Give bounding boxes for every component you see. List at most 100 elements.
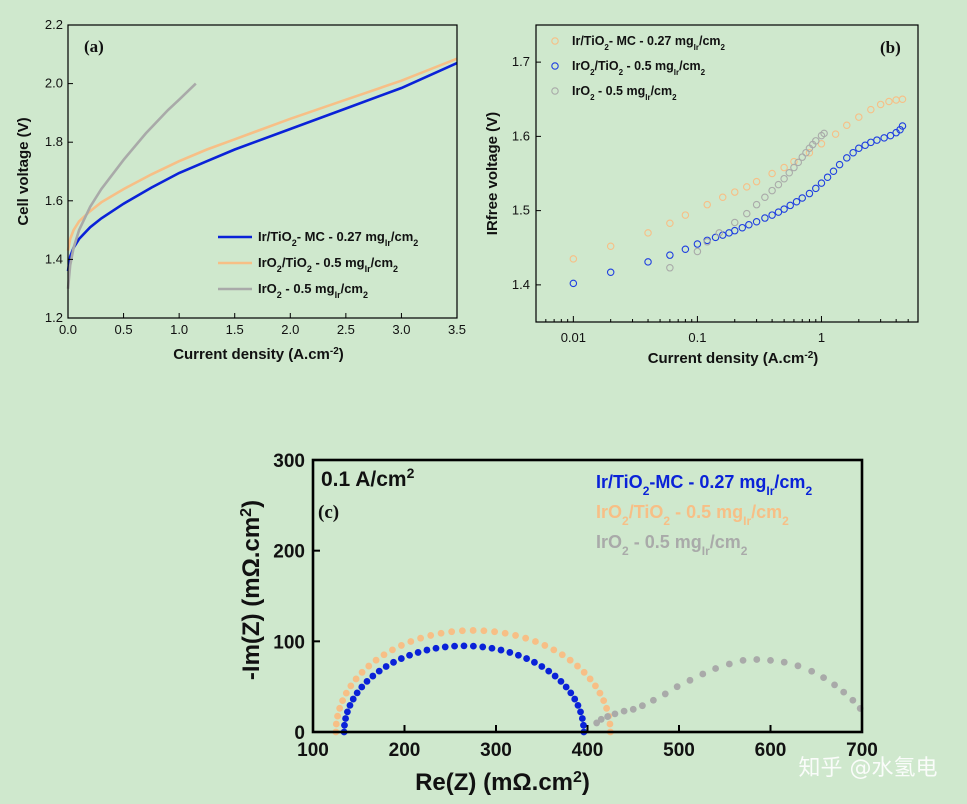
c-point bbox=[849, 696, 857, 704]
c-point bbox=[451, 642, 458, 650]
a-series-line-2 bbox=[66, 82, 197, 289]
b-x-tick-label: 0.1 bbox=[688, 330, 706, 345]
b-point bbox=[786, 201, 794, 210]
b-point bbox=[780, 174, 788, 183]
b-point bbox=[738, 223, 747, 232]
b-point bbox=[896, 125, 904, 134]
c-point bbox=[352, 675, 360, 683]
c-annotation: 0.1 A/cm2 bbox=[321, 465, 415, 491]
c-point bbox=[458, 627, 466, 635]
c-point bbox=[808, 667, 816, 675]
c-point bbox=[332, 720, 340, 728]
c-x-tick-label: 600 bbox=[755, 740, 787, 761]
b-point bbox=[703, 200, 711, 209]
b-point bbox=[666, 251, 674, 259]
c-y-tick-label: 100 bbox=[273, 632, 305, 653]
a-y-tick-label: 2.2 bbox=[45, 17, 63, 32]
b-point bbox=[730, 218, 739, 227]
b-point bbox=[790, 163, 798, 172]
b-point bbox=[681, 211, 690, 219]
b-point bbox=[823, 173, 832, 181]
b-point bbox=[886, 131, 895, 140]
c-point bbox=[593, 719, 601, 727]
c-point bbox=[574, 662, 581, 670]
b-point bbox=[798, 194, 806, 202]
c-legend-label: IrO2/TiO2 - 0.5 mgIr/cm2 bbox=[596, 502, 789, 528]
b-point bbox=[768, 169, 776, 178]
c-point bbox=[427, 632, 435, 639]
b-y-axis-label: IRfree voltage (V) bbox=[484, 112, 501, 235]
a-y-tick-label: 1.8 bbox=[45, 134, 63, 149]
c-point bbox=[597, 715, 605, 723]
c-point bbox=[586, 675, 594, 683]
b-point bbox=[885, 97, 893, 106]
c-point bbox=[558, 651, 566, 659]
c-point bbox=[686, 676, 694, 684]
b-x-tick-label: 0.01 bbox=[561, 330, 586, 345]
c-point bbox=[531, 658, 538, 666]
c-point bbox=[407, 638, 415, 645]
c-point bbox=[514, 651, 522, 659]
c-point bbox=[541, 642, 549, 649]
c-point bbox=[831, 681, 838, 689]
b-legend: Ir/TiO2- MC - 0.27 mgIr/cm2 IrO2/TiO2 - 0… bbox=[551, 34, 726, 102]
b-point bbox=[743, 183, 751, 191]
b-point bbox=[780, 205, 788, 213]
c-point bbox=[550, 646, 558, 654]
b-y-tick-label: 1.6 bbox=[512, 128, 530, 143]
b-point bbox=[752, 218, 761, 226]
c-point bbox=[398, 642, 405, 649]
b-panel-tag: (b) bbox=[880, 38, 901, 57]
a-y-tick-label: 1.4 bbox=[45, 251, 63, 266]
c-point bbox=[389, 646, 396, 654]
b-point bbox=[761, 214, 769, 222]
c-point bbox=[606, 720, 614, 728]
a-y-axis-label: Cell voltage (V) bbox=[15, 117, 32, 225]
c-point bbox=[372, 656, 380, 664]
b-point bbox=[829, 167, 838, 176]
c-point bbox=[382, 663, 390, 670]
b-point bbox=[855, 144, 863, 153]
b-y-tick-label: 1.5 bbox=[512, 203, 530, 218]
c-point bbox=[639, 702, 646, 710]
c-point bbox=[649, 696, 657, 704]
c-point bbox=[522, 634, 530, 642]
b-point bbox=[780, 163, 788, 172]
a-legend-label: IrO2/TiO2 - 0.5 mgIr/cm2 bbox=[258, 255, 398, 274]
a-legend-label: Ir/TiO2- MC - 0.27 mgIr/cm2 bbox=[258, 229, 418, 248]
c-legend-label: IrO2 - 0.5 mgIr/cm2 bbox=[596, 532, 748, 558]
c-x-tick-label: 100 bbox=[297, 740, 329, 761]
b-point bbox=[812, 137, 820, 145]
c-point bbox=[347, 682, 355, 690]
c-point bbox=[414, 649, 422, 656]
c-point bbox=[497, 646, 505, 654]
a-x-tick-label: 2.5 bbox=[337, 322, 355, 337]
c-x-tick-label: 200 bbox=[389, 740, 421, 761]
c-point bbox=[604, 713, 612, 720]
c-point bbox=[840, 688, 848, 696]
b-point bbox=[693, 247, 702, 256]
b-point bbox=[774, 180, 783, 189]
c-point bbox=[469, 627, 477, 634]
c-point bbox=[390, 658, 397, 666]
c-point bbox=[336, 704, 344, 712]
c-point bbox=[488, 644, 496, 652]
b-plot-frame bbox=[535, 24, 919, 323]
b-point bbox=[843, 154, 851, 162]
b-point bbox=[794, 158, 803, 167]
b-x-axis-label: Current density (A.cm-2) bbox=[648, 350, 819, 368]
b-point bbox=[855, 113, 863, 121]
a-x-axis-label: Current density (A.cm-2) bbox=[173, 346, 344, 364]
c-point bbox=[512, 632, 519, 639]
c-y-tick-label: 0 bbox=[294, 723, 305, 744]
b-point bbox=[792, 197, 801, 206]
b-x-tick-label: 1 bbox=[818, 330, 825, 345]
c-point bbox=[580, 721, 587, 729]
b-point bbox=[703, 238, 711, 246]
b-point bbox=[730, 188, 739, 196]
b-point bbox=[774, 208, 783, 216]
a-x-tick-label: 1.5 bbox=[226, 322, 244, 337]
